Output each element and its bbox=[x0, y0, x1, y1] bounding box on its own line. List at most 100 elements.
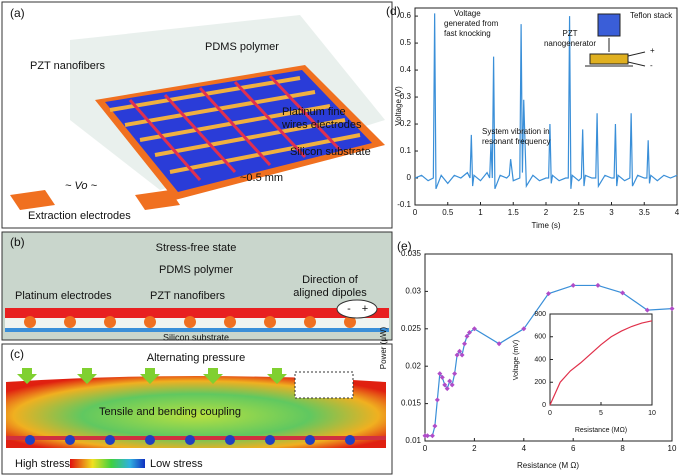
y-tick-label: 800 bbox=[534, 311, 546, 318]
electrodes bbox=[24, 316, 356, 328]
x-tick-label: 6 bbox=[571, 444, 576, 453]
marker bbox=[442, 382, 448, 388]
nanofiber bbox=[5, 308, 389, 318]
marker bbox=[457, 348, 463, 354]
y-tick-label: 0.5 bbox=[400, 38, 412, 47]
y-tick-label: 200 bbox=[534, 379, 546, 386]
marker bbox=[595, 282, 601, 288]
label: Silicon substrate bbox=[163, 332, 229, 342]
marker bbox=[496, 341, 502, 347]
annotation: fast knocking bbox=[444, 29, 491, 38]
label: aligned dipoles bbox=[293, 287, 367, 299]
x-tick-label: 8 bbox=[620, 444, 625, 453]
y-tick-label: 0.035 bbox=[401, 249, 422, 258]
y-tick-label: 400 bbox=[534, 356, 546, 363]
label: ~ Vo ~ bbox=[65, 180, 98, 192]
label: PDMS polymer bbox=[159, 264, 233, 276]
data-line bbox=[414, 13, 678, 190]
y-tick-label: 0.4 bbox=[400, 65, 412, 74]
y-tick-label: -0.1 bbox=[397, 200, 411, 209]
panel-label: (e) bbox=[397, 239, 412, 253]
marker bbox=[620, 290, 626, 296]
x-axis-title: Resistance (MΩ) bbox=[575, 427, 627, 434]
dipole bbox=[336, 299, 378, 319]
x-tick-label: 3 bbox=[609, 208, 614, 217]
annotation: Voltage bbox=[454, 9, 481, 18]
wire bbox=[627, 61, 646, 67]
marker bbox=[434, 397, 440, 403]
marker bbox=[466, 330, 472, 336]
marker bbox=[459, 352, 465, 358]
annotation: - bbox=[650, 61, 653, 70]
y-tick-label: 0.01 bbox=[405, 436, 421, 445]
x-tick-label: 0 bbox=[548, 410, 552, 417]
marker bbox=[521, 326, 527, 332]
marker bbox=[669, 306, 675, 312]
marker bbox=[424, 433, 430, 439]
label: PDMS polymer bbox=[205, 41, 279, 53]
data-line bbox=[549, 320, 653, 406]
y-tick-label: 0.025 bbox=[401, 324, 422, 333]
x-tick-label: 5 bbox=[599, 410, 603, 417]
y-tick-label: 0 bbox=[407, 173, 412, 182]
nanofiber bbox=[6, 436, 386, 440]
nanogenerator-icon: Voltage generated from fast knocking Sys… bbox=[444, 9, 673, 146]
plot-area bbox=[549, 313, 653, 406]
stress-field bbox=[6, 376, 386, 448]
label: Tensile and bending coupling bbox=[99, 406, 241, 418]
annotation: nanogenerator bbox=[544, 39, 596, 48]
label: High stress bbox=[15, 458, 71, 470]
x-tick-label: 10 bbox=[668, 444, 677, 453]
label: Alternating pressure bbox=[147, 352, 245, 364]
y-tick-label: 0.6 bbox=[400, 11, 412, 20]
label: - bbox=[347, 303, 351, 315]
label: Low stress bbox=[150, 458, 203, 470]
marker bbox=[454, 352, 460, 358]
marker bbox=[444, 386, 450, 392]
y-axis-title: Voltage (V) bbox=[394, 86, 403, 126]
x-tick-label: 0 bbox=[423, 444, 428, 453]
dipole-inset bbox=[294, 371, 354, 399]
marker bbox=[464, 333, 470, 339]
label: Silicon substrate bbox=[290, 146, 371, 158]
pad bbox=[10, 190, 55, 210]
label: Platinum fine bbox=[282, 106, 346, 118]
marker bbox=[432, 423, 438, 429]
marker bbox=[447, 378, 453, 384]
color-scale bbox=[70, 459, 145, 468]
panel-c: (c) Alternating pressure Tensile and ben… bbox=[1, 343, 393, 475]
electrodes bbox=[25, 435, 355, 445]
label: Direction of bbox=[302, 274, 359, 286]
marker bbox=[439, 374, 445, 380]
x-tick-label: 1 bbox=[478, 208, 483, 217]
marker bbox=[546, 291, 551, 297]
label: + bbox=[362, 303, 368, 315]
panel-a: (a) PDMS polymer PZT nanofibers Platinum… bbox=[1, 1, 393, 229]
label: PZT nanofibers bbox=[30, 60, 106, 72]
marker bbox=[452, 371, 458, 377]
label: ~0.5 mm bbox=[240, 172, 283, 184]
panel-label: (d) bbox=[386, 4, 401, 18]
pad bbox=[135, 190, 180, 210]
y-tick-label: 0.03 bbox=[405, 287, 421, 296]
x-tick-label: 10 bbox=[648, 410, 656, 417]
y-tick-label: 0.1 bbox=[400, 146, 412, 155]
x-tick-label: 1.5 bbox=[508, 208, 520, 217]
pressure-arrows bbox=[17, 368, 287, 384]
y-axis-title: Voltage (mV) bbox=[513, 340, 520, 380]
annotation: PZT bbox=[562, 29, 577, 38]
x-tick-label: 4 bbox=[522, 444, 527, 453]
marker bbox=[449, 382, 455, 388]
label: PZT nanofibers bbox=[150, 290, 226, 302]
marker bbox=[471, 326, 477, 332]
y-tick-label: 0 bbox=[542, 402, 546, 409]
x-tick-label: 2.5 bbox=[573, 208, 585, 217]
y-tick-label: 0.3 bbox=[400, 92, 412, 101]
y-tick-label: 0.015 bbox=[401, 399, 422, 408]
nanofibers bbox=[128, 74, 342, 181]
marker bbox=[462, 341, 468, 347]
marker bbox=[570, 282, 576, 288]
annotation: resonant frequency bbox=[482, 137, 551, 146]
y-tick-label: 0.02 bbox=[405, 361, 421, 370]
x-axis-title: Time (s) bbox=[531, 221, 560, 230]
